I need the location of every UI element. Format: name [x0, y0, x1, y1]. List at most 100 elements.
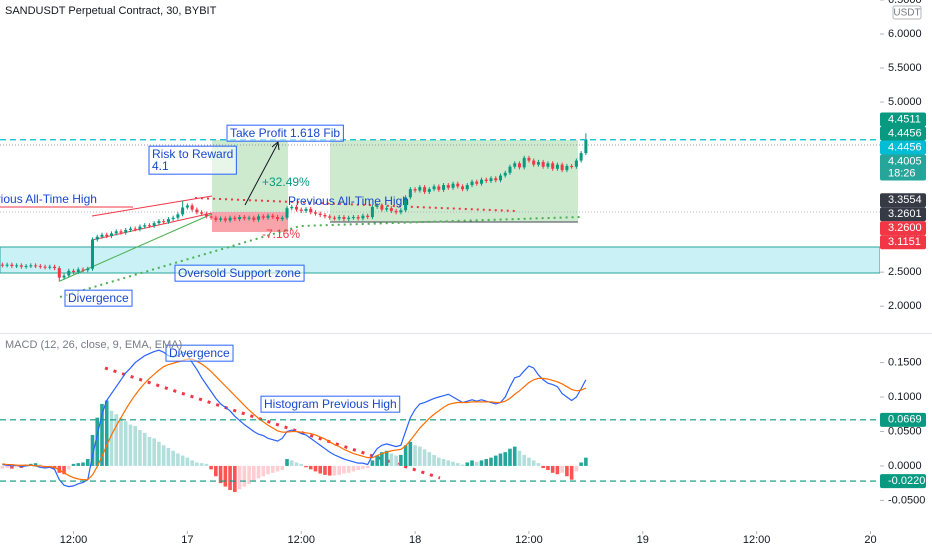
price-label: 3.3554 — [888, 194, 922, 206]
histogram-bar — [493, 455, 498, 466]
level-label-bg — [880, 412, 926, 427]
y-tick-label: 6.5000 — [888, 0, 922, 6]
histogram-bar — [195, 462, 199, 466]
candle-body — [266, 215, 270, 218]
histogram-bar — [204, 463, 209, 466]
histogram-bar — [446, 460, 451, 466]
histogram-bar — [399, 454, 403, 466]
price-label-bg — [880, 154, 926, 181]
histogram-bar — [479, 460, 484, 466]
price-label-bg — [880, 112, 926, 127]
candle-body — [72, 270, 76, 273]
candle-body — [465, 185, 469, 190]
histogram-bar — [384, 450, 389, 466]
target-zone — [330, 140, 578, 222]
chart-title: SANDUSDT Perpetual Contract, 30, BYBIT — [5, 5, 217, 17]
candle-body — [166, 219, 170, 222]
candle-body — [176, 214, 180, 218]
histogram-bar — [166, 448, 171, 466]
annotation: Oversold Support zone — [178, 266, 301, 280]
candle-body — [119, 231, 123, 233]
price-label: 3.1151 — [888, 236, 921, 248]
candle-body — [304, 208, 308, 211]
support-zone — [0, 246, 880, 274]
x-tick-label: 20 — [864, 534, 876, 546]
candle-body — [147, 225, 151, 227]
y-tick-label: 2.0000 — [888, 300, 922, 312]
histogram-bar — [147, 436, 152, 466]
candle-body — [214, 217, 218, 220]
annotation-box — [260, 395, 401, 413]
channel-line — [91, 195, 213, 217]
histogram-bar — [76, 463, 81, 466]
histogram-bar — [565, 465, 569, 477]
candle-body — [91, 239, 95, 269]
histogram-bar — [261, 465, 266, 477]
x-tick-label: 12:00 — [60, 534, 88, 546]
histogram-bar — [233, 465, 237, 493]
histogram-bar — [584, 457, 588, 466]
histogram-bar — [427, 452, 432, 466]
candle-body — [328, 216, 332, 218]
overlay: Divergence Histogram Previous High — [165, 344, 401, 413]
histogram-bar — [256, 465, 261, 479]
candle-body — [157, 221, 161, 224]
currency: USDT — [893, 8, 920, 19]
candle-body — [105, 234, 109, 237]
histogram-bar — [470, 460, 474, 466]
candle-body — [442, 185, 446, 190]
histogram-bar — [484, 459, 489, 466]
candle-body — [503, 172, 507, 176]
candle-body — [114, 231, 118, 234]
histogram-bar — [90, 434, 95, 466]
candle-body — [404, 197, 408, 211]
candle-body — [86, 268, 90, 271]
y-tick-label: 5.5000 — [888, 62, 922, 74]
histogram-bar — [432, 454, 436, 466]
histogram-bar — [304, 465, 308, 468]
candle-body — [257, 216, 261, 220]
x-tick-label: 19 — [637, 534, 649, 546]
candle-body — [522, 157, 526, 168]
candle-body — [19, 265, 23, 267]
histogram-bar — [541, 465, 545, 468]
candle-body — [242, 217, 246, 219]
histogram-bar — [128, 424, 133, 466]
histogram-bar — [62, 465, 66, 475]
x-tick-label: 17 — [181, 534, 193, 546]
price-label: 3.2600 — [888, 222, 922, 234]
histogram-bar — [527, 457, 531, 466]
histogram-bar — [465, 462, 470, 466]
histogram-bar — [109, 410, 114, 466]
histogram-bar — [351, 465, 356, 472]
candle-body — [565, 166, 569, 171]
candle-body — [394, 210, 398, 213]
candle-body — [541, 161, 545, 167]
histogram-bar — [176, 453, 180, 466]
trend-line — [59, 213, 213, 282]
candle-body — [517, 163, 521, 168]
x-tick-label: 18 — [409, 534, 421, 546]
candle-body — [29, 265, 33, 267]
candle-body — [579, 153, 583, 161]
annotation: Histogram Previous High — [264, 397, 397, 411]
histogram-bar — [85, 459, 90, 466]
histogram-bar — [247, 465, 251, 484]
candle-body — [100, 234, 104, 237]
y-tick-label: 0.1500 — [888, 356, 922, 368]
candle-body — [152, 223, 156, 226]
histogram-bar — [152, 438, 156, 466]
candle-body — [555, 164, 559, 169]
candle-body — [375, 205, 379, 207]
histogram-bar — [252, 465, 256, 482]
candle-body — [546, 163, 550, 167]
histogram-bar — [403, 445, 408, 466]
annotation: Take Profit 1.618 Fib — [230, 126, 340, 140]
histogram-bar — [574, 465, 579, 472]
histogram-bar — [365, 465, 370, 468]
annotation: Risk to Reward — [152, 147, 233, 161]
candle-body — [532, 160, 536, 165]
candle-body — [67, 270, 71, 276]
